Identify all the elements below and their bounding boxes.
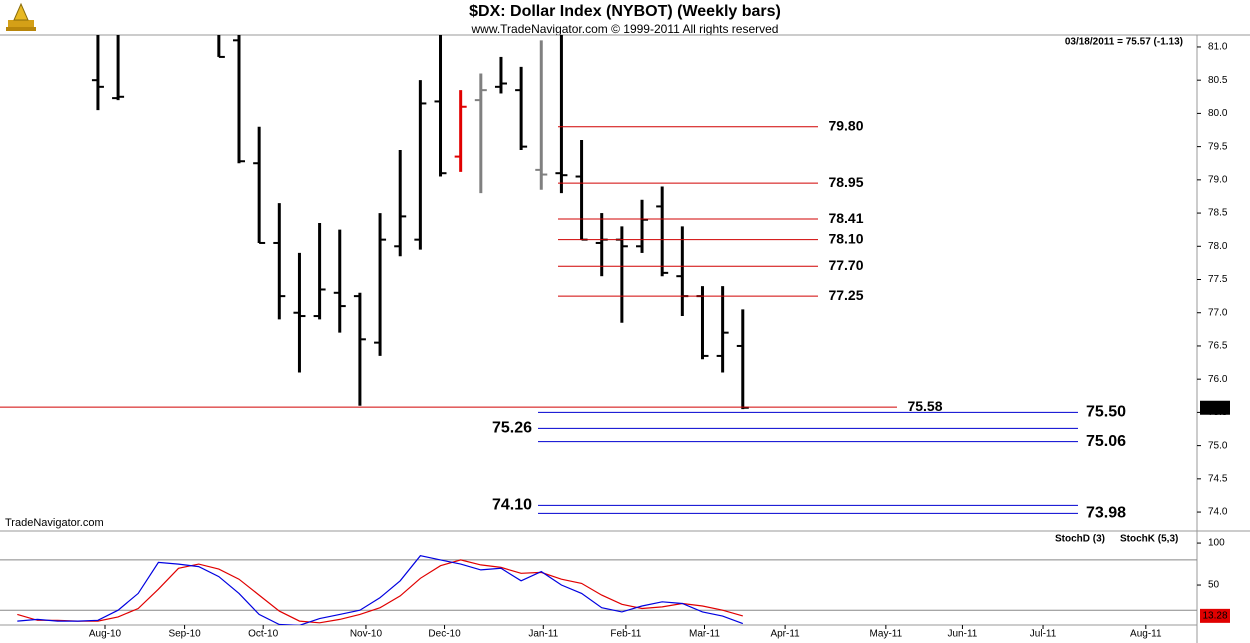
logo	[6, 2, 36, 31]
stoch-line	[17, 555, 744, 625]
x-tick-label: Nov-10	[350, 629, 383, 640]
last-value-label: 13.28	[1202, 610, 1227, 621]
stoch-plot	[0, 555, 1197, 625]
last-price-label: 75.57	[1202, 402, 1227, 413]
stoch-line	[17, 559, 743, 624]
y-tick-label: 76.0	[1208, 374, 1228, 385]
x-tick-label: Aug-10	[89, 629, 122, 640]
last-value-box	[1200, 608, 1230, 623]
price-plot	[91, 35, 749, 410]
x-tick-label: Jun-11	[948, 629, 978, 640]
level-label: 73.98	[1086, 505, 1126, 522]
y-tick-label: 79.5	[1208, 141, 1228, 152]
y-tick-label: 100	[1208, 538, 1225, 549]
y-tick-label: 76.5	[1208, 341, 1228, 352]
x-tick-label: Mar-11	[689, 629, 720, 640]
y-tick-label: 77.5	[1208, 274, 1228, 285]
level-label: 77.25	[828, 287, 863, 303]
y-tick-label: 79.0	[1208, 174, 1228, 185]
last-price-box	[1200, 400, 1230, 415]
x-tick-label: Sep-10	[168, 629, 201, 640]
level-label: 79.80	[828, 117, 863, 133]
level-label: 75.06	[1086, 433, 1126, 450]
level-label: 75.26	[492, 420, 532, 437]
watermark: TradeNavigator.com	[5, 517, 104, 529]
level-label: 77.70	[828, 257, 863, 273]
level-label: 74.10	[492, 497, 532, 514]
y-tick-label: 78.0	[1208, 241, 1228, 252]
x-tick-label: Jul-11	[1030, 629, 1057, 640]
x-tick-label: Oct-10	[248, 629, 278, 640]
y-tick-label: 74.0	[1208, 507, 1228, 518]
y-tick-label: 81.0	[1208, 42, 1228, 53]
y-tick-label: 80.0	[1208, 108, 1228, 119]
y-tick-label: 50	[1208, 580, 1220, 591]
level-label: 78.41	[828, 210, 863, 226]
legend-entry: StochK (5,3)	[1120, 534, 1178, 545]
level-label: 78.95	[828, 174, 863, 190]
x-tick-label: Jan-11	[528, 629, 558, 640]
y-tick-label: 80.5	[1208, 75, 1228, 86]
y-tick-label: 75.0	[1208, 440, 1228, 451]
level-label: 78.10	[828, 230, 863, 246]
y-tick-label: 78.5	[1208, 208, 1228, 219]
status: 03/18/2011 = 75.57 (-1.13)	[1065, 37, 1183, 48]
chart-subtitle: www.TradeNavigator.com © 1999-2011 All r…	[471, 22, 779, 36]
x-tick-label: Apr-11	[770, 629, 800, 640]
level-label: 75.58	[907, 398, 942, 414]
x-tick-label: Feb-11	[610, 629, 641, 640]
y-tick-label: 74.5	[1208, 473, 1228, 484]
x-tick-label: May-11	[870, 629, 903, 640]
x-tick-label: Aug-11	[1130, 629, 1162, 640]
x-tick-label: Dec-10	[428, 629, 461, 640]
chart-title: $DX: Dollar Index (NYBOT) (Weekly bars)	[469, 3, 781, 20]
y-tick-label: 77.0	[1208, 307, 1228, 318]
legend-entry: StochD (3)	[1055, 534, 1105, 545]
level-label: 75.50	[1086, 404, 1126, 421]
